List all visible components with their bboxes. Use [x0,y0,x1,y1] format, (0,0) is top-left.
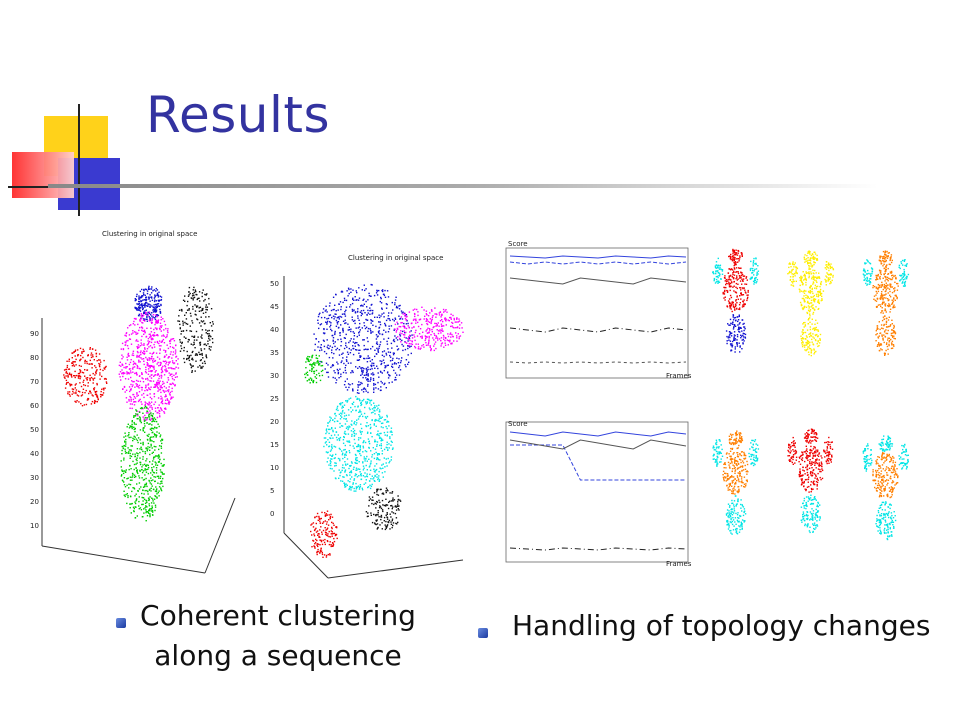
svg-text:5: 5 [270,487,274,495]
score-label-top: Score [508,240,528,248]
svg-text:80: 80 [30,354,39,362]
slide-title: Results [146,86,331,144]
bullet-topology-changes: Handling of topology changes [478,606,940,646]
score-label-bottom: Score [508,420,528,428]
svg-text:70: 70 [30,378,39,386]
bullet-icon [116,618,126,628]
bullet-coherent-clustering: Coherent clustering along a sequence [116,596,428,676]
svg-text:50: 50 [30,426,39,434]
svg-text:40: 40 [270,326,279,334]
figure-middle-3d-cluster: Clustering in original space 50 45 40 35 30 2… [268,248,468,590]
svg-text:30: 30 [270,372,279,380]
frames-label-bottom: Frames [666,560,692,568]
cluster-plot-1: Clustering in original space 90 80 70 60 50 4… [30,230,236,574]
bullet-2-text: Handling of topology changes [512,609,931,642]
svg-text:90: 90 [30,330,39,338]
svg-text:0: 0 [270,510,274,518]
deco-red-square [12,152,74,198]
svg-text:10: 10 [270,464,279,472]
plot-title-2: Clustering in original space [348,254,443,262]
deco-vertical-line [78,104,80,216]
figure-left-3d-cluster: Clustering in original space 90 80 70 60 50 4… [30,228,250,583]
svg-text:20: 20 [270,418,279,426]
svg-text:40: 40 [30,450,39,458]
score-chart-top [505,247,689,379]
plot-title-1: Clustering in original space [102,230,197,238]
title-underline [48,184,878,188]
svg-text:15: 15 [270,441,279,449]
topology-charts: Score Frames Score Frames [505,240,910,568]
cluster-plot-2: Clustering in original space 50454035302… [270,254,464,579]
svg-text:20: 20 [30,498,39,506]
score-chart-bottom [505,421,689,563]
svg-text:10: 10 [30,522,39,530]
svg-text:25: 25 [270,395,279,403]
frames-label-top: Frames [666,372,692,380]
svg-text:50: 50 [270,280,279,288]
svg-text:30: 30 [30,474,39,482]
svg-text:45: 45 [270,303,279,311]
bullet-1-line-1: Coherent clustering [140,599,416,632]
svg-text:60: 60 [30,402,39,410]
figure-topology-panel: Score Frames Score Frames [480,240,942,578]
bullet-icon [478,628,488,638]
svg-text:35: 35 [270,349,279,357]
bullet-1-line-2: along a sequence [154,639,402,672]
